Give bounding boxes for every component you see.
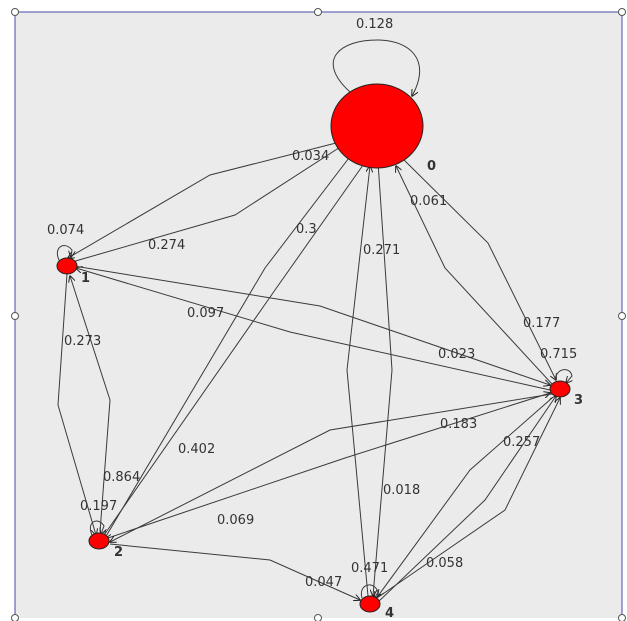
edge-label-3-3: 0.715 (540, 347, 577, 362)
edge-1-0 (71, 142, 348, 263)
edge-label-2-2: 0.197 (80, 499, 117, 514)
node-2[interactable] (88, 532, 110, 550)
node-label-0: 0 (427, 159, 436, 174)
resize-handle-left[interactable] (11, 312, 19, 320)
edge-label-1-3: 0.097 (187, 306, 224, 321)
node-1[interactable] (56, 257, 78, 275)
edge-0-1 (68, 141, 341, 258)
edge-3-2 (110, 393, 553, 542)
edge-1-3 (73, 265, 550, 385)
edge-2-4 (109, 543, 360, 600)
edge-2-0 (101, 158, 368, 539)
edge-label-1-2: 0.273 (64, 334, 101, 349)
edge-0-4 (373, 161, 393, 596)
edge-label-1-0: 0.274 (148, 238, 185, 253)
edge-label-4-4: 0.471 (351, 561, 388, 576)
edge-0-3 (399, 155, 556, 380)
edge-0-2 (105, 149, 356, 538)
edge-2-1 (70, 276, 111, 533)
edge-1-2 (57, 273, 96, 535)
edge-1-1 (56, 245, 72, 263)
node-label-4: 4 (385, 606, 394, 621)
edge-label-2-1: 0.864 (103, 470, 140, 485)
node-label-3: 3 (574, 393, 583, 408)
resize-handle-right[interactable] (618, 312, 626, 320)
node-4[interactable] (359, 595, 381, 613)
edge-2-2 (90, 520, 104, 535)
edge-label-0-4: 0.271 (363, 243, 400, 258)
edge-label-4-3: 0.058 (426, 556, 463, 571)
edge-3-0 (396, 166, 553, 385)
edge-4-3 (373, 398, 560, 601)
resize-handle-bottom[interactable] (314, 614, 322, 621)
edge-3-4 (378, 397, 553, 596)
resize-handle-top-right[interactable] (618, 8, 626, 16)
edge-2-3 (107, 393, 550, 539)
edge-4-3-b (377, 396, 556, 603)
edge-3-3 (554, 369, 572, 383)
edge-label-2-3: 0.183 (440, 417, 477, 432)
node-3[interactable] (549, 380, 571, 398)
edge-label-0-3: 0.177 (523, 316, 560, 331)
edge-label-3-1: 0.023 (438, 347, 475, 362)
edge-4-0 (346, 166, 370, 597)
resize-handle-bottom-right[interactable] (618, 614, 626, 621)
edge-label-0-0: 0.128 (356, 17, 393, 32)
resize-handle-bottom-left[interactable] (11, 614, 19, 621)
resize-handle-top[interactable] (314, 8, 322, 16)
edge-4-4 (360, 584, 378, 598)
edge-0-0 (332, 39, 421, 96)
edge-label-0-2: 0.3 (296, 222, 317, 237)
graph-panel (15, 12, 622, 618)
node-label-2: 2 (114, 545, 123, 560)
node-label-1: 1 (81, 271, 90, 286)
edge-label-1-1: 0.074 (47, 223, 84, 238)
edge-label-4-0: 0.018 (383, 483, 420, 498)
edge-label-3-4: 0.257 (503, 435, 540, 450)
edge-3-1 (76, 268, 551, 391)
edge-label-3-2: 0.069 (217, 513, 254, 528)
edge-label-0-1: 0.034 (292, 149, 329, 164)
edge-label-2-0: 0.402 (178, 442, 215, 457)
edge-label-3-0: 0.061 (410, 194, 447, 209)
node-0[interactable] (330, 83, 424, 169)
resize-handle-top-left[interactable] (11, 8, 19, 16)
edge-label-2-4: 0.047 (305, 575, 342, 590)
